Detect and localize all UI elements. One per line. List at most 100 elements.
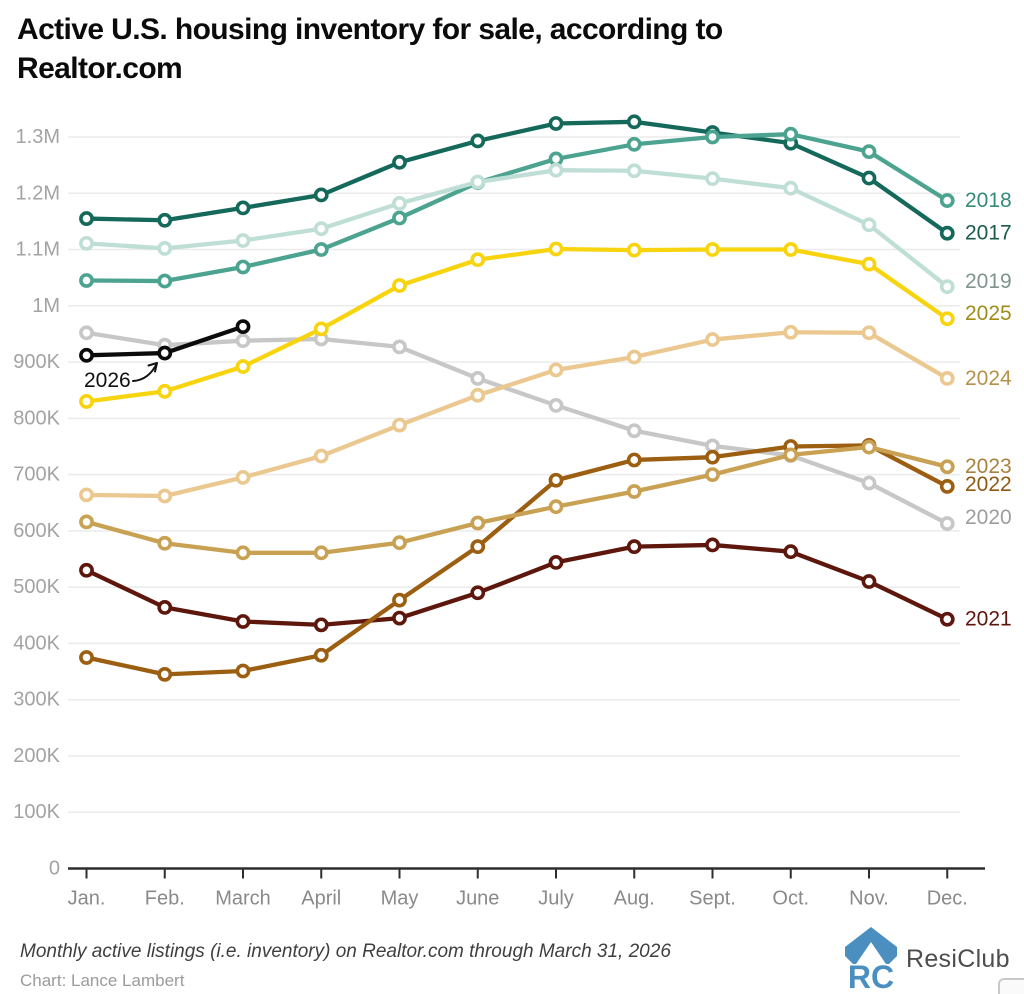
series-label-2024: 2024 xyxy=(965,367,1012,390)
x-axis-label-Nov.: Nov. xyxy=(849,888,889,910)
series-2022-marker-April xyxy=(313,647,329,663)
series-2020-marker-Jan. xyxy=(79,325,94,341)
x-axis-label-May: May xyxy=(381,888,419,910)
series-2023 xyxy=(79,439,955,561)
series-2017-marker-March xyxy=(235,200,251,216)
title-line-1: Active U.S. housing inventory for sale, … xyxy=(17,13,723,46)
series-2023-marker-Sept. xyxy=(705,467,720,483)
series-2022-marker-June xyxy=(470,539,486,555)
series-2021-line xyxy=(84,542,950,628)
y-axis-label-1.2M: 1.2M xyxy=(16,182,60,204)
title-line-2: Realtor.com xyxy=(17,52,183,85)
series-2025-marker-March xyxy=(235,359,251,374)
series-2023-marker-Jan. xyxy=(79,514,94,530)
series-2023-marker-March xyxy=(235,545,251,561)
x-axis-label-Dec.: Dec. xyxy=(927,888,968,910)
series-2018-marker-May xyxy=(392,210,407,226)
series-2017-marker-Aug. xyxy=(626,114,642,130)
series-2022-marker-Dec. xyxy=(939,479,955,494)
logo-house-notch xyxy=(856,942,886,964)
series-2022-marker-Sept. xyxy=(705,449,720,465)
series-2026-marker-Jan. xyxy=(79,347,94,363)
series-2023-marker-Dec. xyxy=(939,459,955,475)
series-2023-marker-Oct. xyxy=(783,447,799,463)
x-axis-label-Aug.: Aug. xyxy=(614,888,655,910)
series-2021-marker-Jan. xyxy=(79,562,94,578)
series-2026-marker-Feb. xyxy=(157,345,173,361)
series-2025-marker-Oct. xyxy=(783,242,799,257)
series-2025-marker-April xyxy=(313,321,329,337)
series-2018-marker-Sept. xyxy=(705,129,720,145)
series-2019-marker-June xyxy=(470,174,486,190)
series-2025-marker-May xyxy=(392,278,407,293)
series-2020-marker-Aug. xyxy=(626,423,642,439)
series-2017-marker-June xyxy=(470,133,486,149)
y-axis-label-1.3M: 1.3M xyxy=(16,126,60,148)
series-2021-marker-Sept. xyxy=(705,537,720,553)
series-2025 xyxy=(79,241,955,409)
x-axis-label-July: July xyxy=(538,888,574,910)
series-2017-marker-July xyxy=(548,116,564,131)
series-2019-marker-Feb. xyxy=(157,241,173,256)
series-2018-marker-Jan. xyxy=(79,273,94,288)
series-2025-marker-July xyxy=(548,241,564,257)
series-2018-marker-Feb. xyxy=(157,273,173,289)
series-2021-marker-Feb. xyxy=(157,600,173,615)
series-2017-marker-May xyxy=(392,154,407,170)
series-2019-marker-April xyxy=(313,221,329,237)
x-axis-label-Sept.: Sept. xyxy=(689,888,736,910)
series-2026 xyxy=(79,319,251,363)
series-2020-marker-Dec. xyxy=(939,516,955,531)
series-2022-marker-July xyxy=(548,472,564,488)
series-2024-marker-Dec. xyxy=(939,370,955,386)
y-axis-label-700K: 700K xyxy=(13,464,60,486)
series-2024-line xyxy=(84,330,950,499)
series-2025-marker-Dec. xyxy=(939,311,955,327)
series-2019-marker-Nov. xyxy=(861,217,877,233)
series-2025-marker-Aug. xyxy=(626,242,642,258)
resiclub-logo[interactable]: RC ResiClub xyxy=(843,926,1010,992)
series-2017-marker-Jan. xyxy=(79,211,94,226)
y-axis-label-200K: 200K xyxy=(13,745,60,767)
series-2020 xyxy=(79,325,955,531)
x-axis-label-Jan.: Jan. xyxy=(68,888,106,910)
annotation-2026-arrow xyxy=(132,362,158,382)
series-label-2025: 2025 xyxy=(965,302,1012,325)
series-2018 xyxy=(79,126,955,289)
annotation-2026-label: 2026 xyxy=(84,369,131,392)
series-2021-marker-May xyxy=(392,610,407,626)
series-2023-marker-Aug. xyxy=(626,484,642,499)
series-label-2023: 2023 xyxy=(965,455,1012,478)
series-2019-marker-July xyxy=(548,162,564,178)
y-axis-label-1M: 1M xyxy=(32,295,60,317)
series-2019-marker-Jan. xyxy=(79,235,94,251)
series-2025-marker-Feb. xyxy=(157,383,173,399)
series-2018-marker-Oct. xyxy=(783,126,799,142)
series-2025-line xyxy=(84,246,950,404)
series-2023-marker-May xyxy=(392,535,407,551)
y-axis-label-800K: 800K xyxy=(13,407,60,429)
series-label-2021: 2021 xyxy=(965,608,1012,631)
series-2024-marker-June xyxy=(470,387,486,403)
y-axis-label-300K: 300K xyxy=(13,689,60,711)
x-axis-label-Oct.: Oct. xyxy=(772,888,809,910)
series-2021-marker-June xyxy=(470,585,486,601)
annotation-2026-arrowhead xyxy=(147,362,158,373)
series-2024-marker-July xyxy=(548,362,564,378)
series-2025-marker-June xyxy=(470,252,486,268)
series-2019-marker-Sept. xyxy=(705,171,720,187)
expand-horizontal-icon[interactable]: ↔ xyxy=(998,978,1024,994)
series-2021-marker-Oct. xyxy=(783,544,799,560)
series-label-2020: 2020 xyxy=(965,506,1012,529)
series-2019-marker-March xyxy=(235,233,251,248)
series-2023-marker-Feb. xyxy=(157,535,173,551)
series-2018-marker-Aug. xyxy=(626,136,642,152)
series-2017-marker-April xyxy=(313,187,329,203)
series-2026-marker-March xyxy=(235,319,251,335)
series-2019-line xyxy=(84,168,950,289)
series-2019-marker-Dec. xyxy=(939,279,955,295)
series-2024-marker-May xyxy=(392,417,407,433)
series-2024-marker-Oct. xyxy=(783,324,799,340)
series-2021-marker-Nov. xyxy=(861,574,877,589)
